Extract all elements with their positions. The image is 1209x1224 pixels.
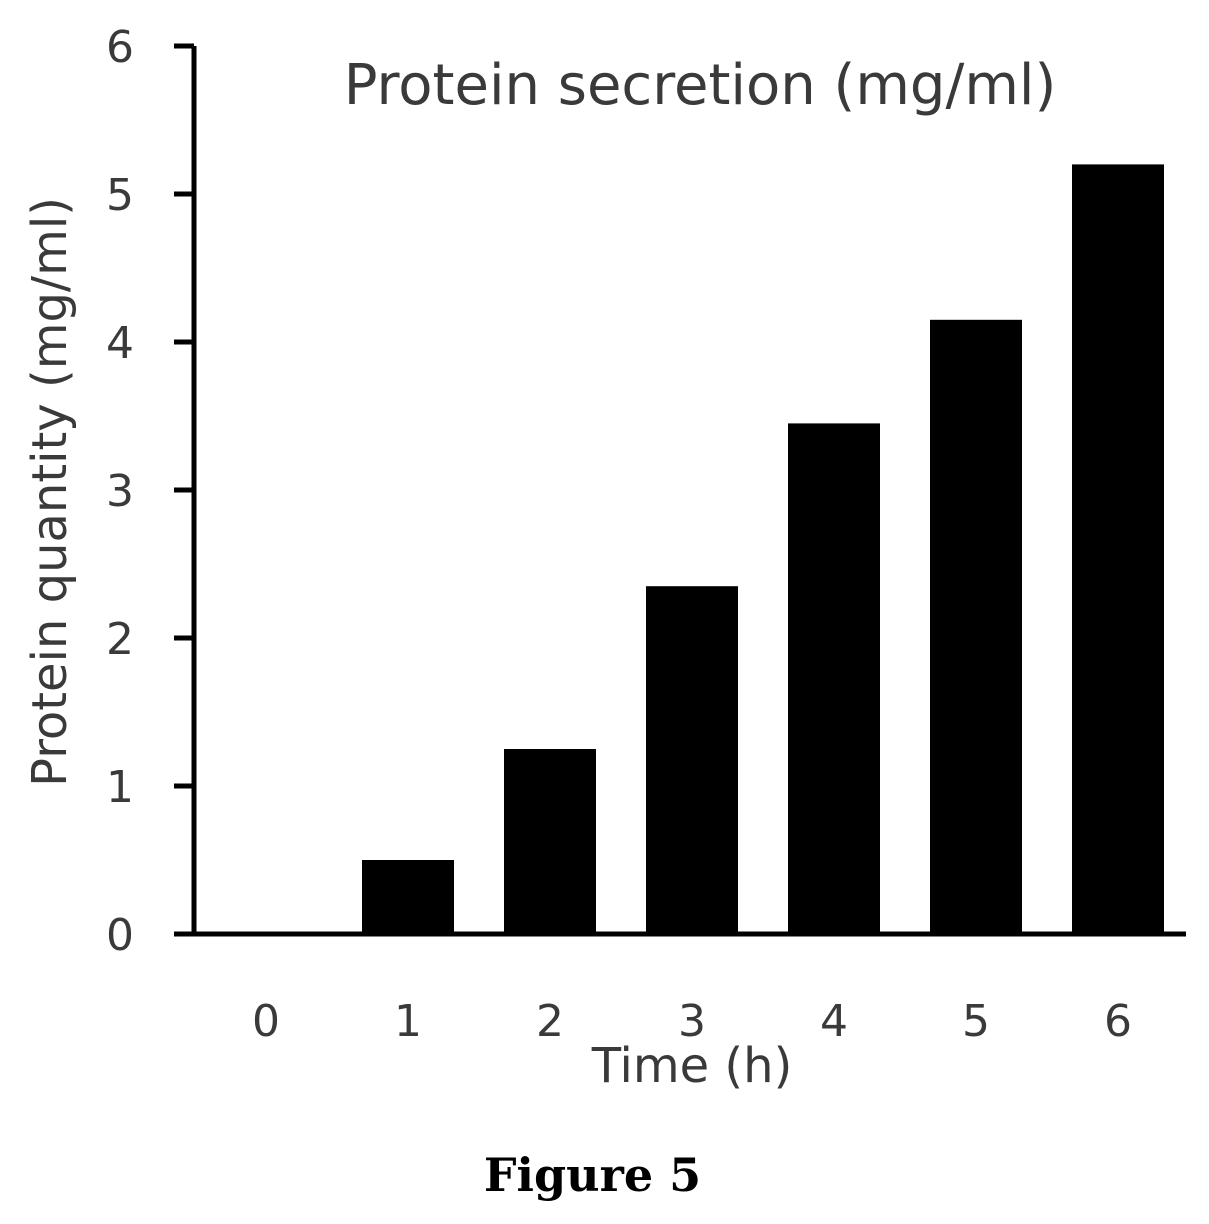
bar bbox=[362, 860, 454, 934]
x-tick-label: 0 bbox=[252, 996, 280, 1047]
y-tick-label: 3 bbox=[106, 466, 134, 517]
y-tick-label: 1 bbox=[106, 762, 134, 813]
bar bbox=[788, 423, 880, 934]
bars-group bbox=[362, 164, 1164, 934]
y-tick-label: 5 bbox=[106, 170, 134, 221]
y-ticks-group: 0 1 2 3 4 5 6 bbox=[106, 22, 194, 961]
x-tick-label: 3 bbox=[678, 996, 706, 1047]
x-tick-label: 5 bbox=[962, 996, 990, 1047]
bar bbox=[930, 319, 1022, 934]
x-tick-label: 4 bbox=[820, 996, 848, 1047]
y-tick-label: 2 bbox=[106, 614, 134, 665]
bar bbox=[504, 749, 596, 934]
x-tick-label: 1 bbox=[394, 996, 422, 1047]
y-tick-label: 4 bbox=[106, 318, 134, 369]
chart-title: Protein secretion (mg/ml) bbox=[344, 53, 1057, 118]
x-axis-title: Time (h) bbox=[591, 1038, 793, 1094]
x-tick-label: 2 bbox=[536, 996, 564, 1047]
x-ticks-group: 0 1 2 3 4 5 6 bbox=[252, 996, 1132, 1047]
bar bbox=[646, 586, 738, 934]
x-tick-label: 6 bbox=[1104, 996, 1132, 1047]
bar bbox=[1072, 164, 1164, 934]
figure-caption: Figure 5 bbox=[483, 1148, 702, 1202]
y-axis-title: Protein quantity (mg/ml) bbox=[22, 197, 78, 787]
y-tick-label: 0 bbox=[106, 910, 134, 961]
y-tick-label: 6 bbox=[106, 22, 134, 73]
